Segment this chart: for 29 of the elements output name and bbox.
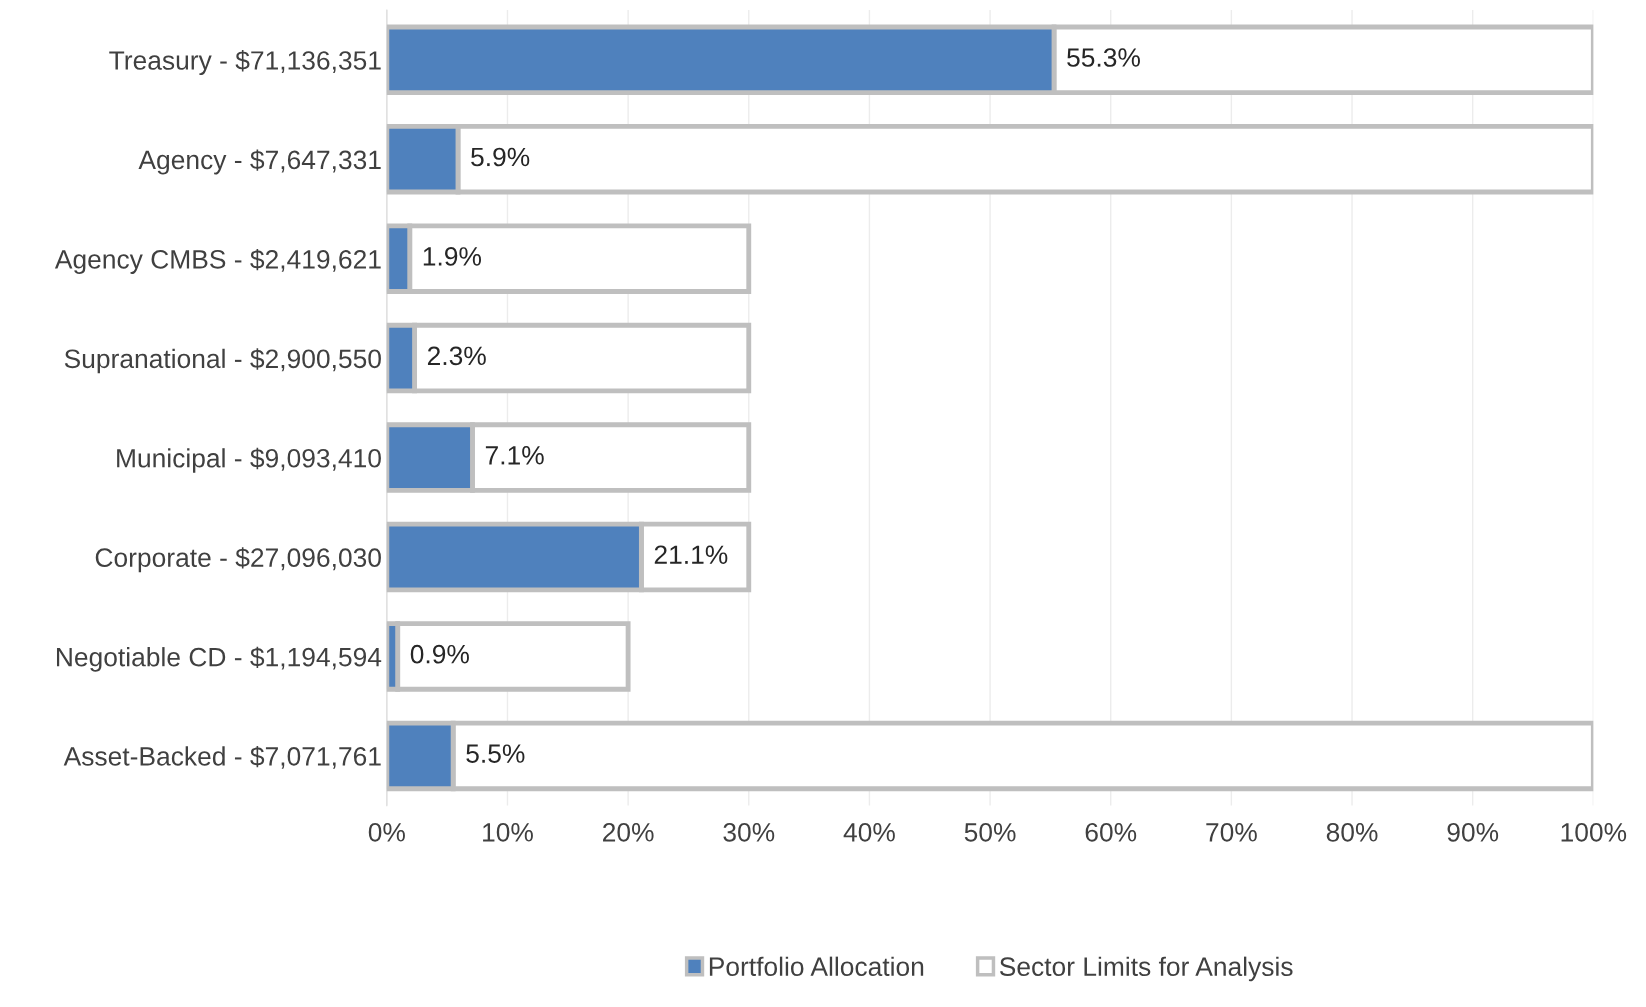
y-tick-label: Treasury - $71,136,351 [109, 50, 381, 76]
y-tick-label: Municipal - $9,093,410 [117, 447, 381, 473]
data-label: 21.1% [654, 545, 728, 564]
x-tick-label: 70% [1206, 822, 1257, 842]
x-tick-label: 100% [1561, 822, 1627, 842]
x-tick-label: 50% [964, 822, 1016, 842]
y-tick-label: Agency - $7,647,331 [138, 149, 381, 175]
y-tick-label: Asset-Backed - $7,071,761 [63, 745, 381, 769]
x-tick-label: 0% [368, 822, 405, 842]
x-tick-label: 80% [1326, 822, 1378, 842]
y-tick-label: Corporate - $27,096,030 [95, 547, 381, 573]
data-label: 55.3% [1067, 48, 1140, 67]
x-tick-label: 10% [483, 822, 533, 842]
y-tick-label: Supranational - $2,900,550 [64, 348, 381, 374]
legend-label: Sector Limits for Analysis [999, 956, 1293, 982]
data-label: 7.1% [485, 446, 544, 465]
y-tick-label: Agency CMBS - $2,419,621 [54, 248, 381, 274]
x-tick-label: 20% [603, 822, 654, 842]
x-tick-label: 60% [1085, 822, 1137, 842]
x-tick-label: 30% [723, 822, 775, 842]
y-tick-label: Negotiable CD - $1,194,594 [56, 646, 382, 672]
data-label: 0.9% [410, 644, 469, 664]
data-label: 5.9% [471, 147, 530, 167]
x-tick-label: 90% [1447, 822, 1499, 842]
data-label: 2.3% [427, 346, 486, 366]
data-label: 1.9% [423, 247, 482, 266]
data-label: 5.5% [466, 744, 525, 763]
legend-label: Portfolio Allocation [709, 956, 924, 977]
x-tick-label: 40% [843, 822, 895, 842]
